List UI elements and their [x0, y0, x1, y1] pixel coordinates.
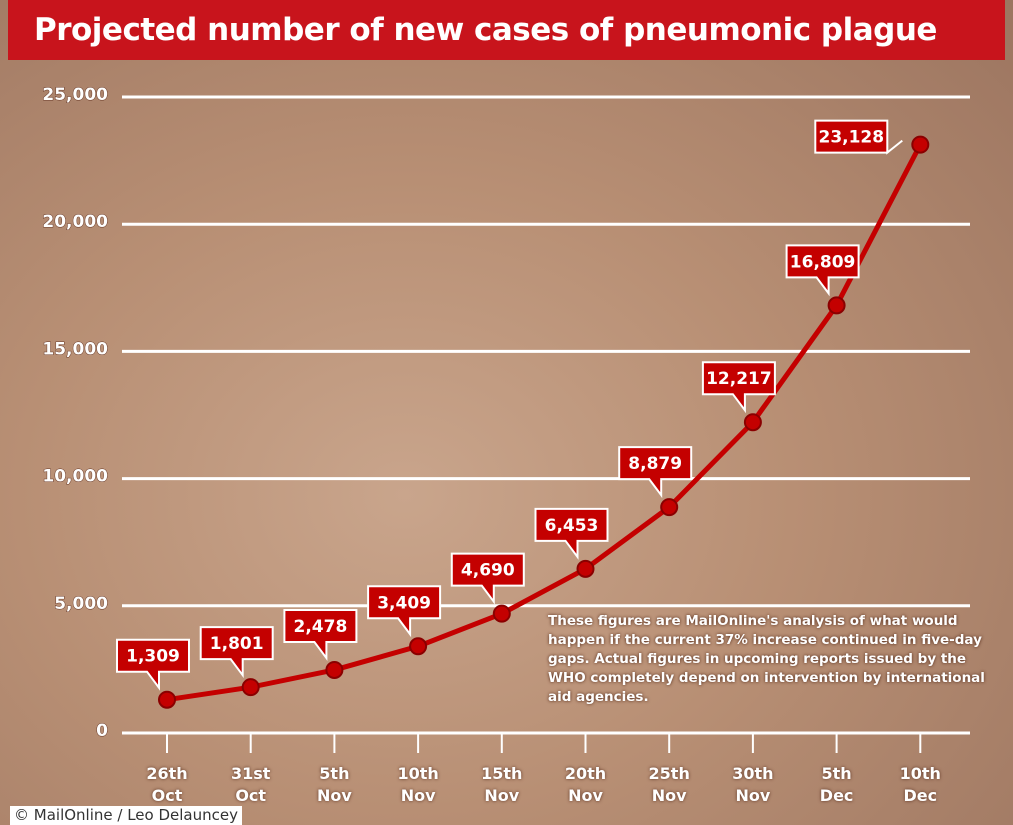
- data-label: 8,879: [628, 454, 682, 474]
- x-tick-label: 15th Nov: [472, 763, 532, 807]
- point: [326, 662, 342, 678]
- point: [829, 297, 845, 313]
- x-tick-label: 30th Nov: [723, 763, 783, 807]
- data-label: 23,128: [818, 128, 884, 148]
- point: [745, 414, 761, 430]
- y-tick-label: 0: [96, 721, 108, 741]
- y-tick-label: 15,000: [42, 339, 108, 359]
- point: [243, 679, 259, 695]
- data-label: 6,453: [545, 516, 599, 536]
- point: [159, 692, 175, 708]
- x-tick-label: 10th Dec: [890, 763, 950, 807]
- point: [494, 606, 510, 622]
- y-tick-label: 20,000: [42, 212, 108, 232]
- point: [912, 137, 928, 153]
- x-tick-label: 26th Oct: [137, 763, 197, 807]
- x-tick-label: 5th Nov: [304, 763, 364, 807]
- annotation: These figures are MailOnline's analysis …: [548, 612, 1008, 707]
- y-tick-label: 5,000: [54, 594, 108, 614]
- x-tick-label: 20th Nov: [556, 763, 616, 807]
- data-label: 4,690: [461, 561, 515, 581]
- credit: © MailOnline / Leo Delauncey: [10, 806, 242, 825]
- x-tick-label: 5th Dec: [807, 763, 867, 807]
- data-label: 16,809: [790, 252, 856, 272]
- data-label: 12,217: [706, 369, 772, 389]
- x-tick-label: 31st Oct: [221, 763, 281, 807]
- y-tick-label: 25,000: [42, 85, 108, 105]
- point: [661, 499, 677, 515]
- y-tick-label: 10,000: [42, 467, 108, 487]
- x-tick-label: 25th Nov: [639, 763, 699, 807]
- data-label: 1,309: [126, 647, 180, 667]
- data-label: 2,478: [294, 617, 348, 637]
- x-tick-label: 10th Nov: [388, 763, 448, 807]
- data-label: 3,409: [377, 593, 431, 613]
- point: [410, 638, 426, 654]
- chart: Projected number of new cases of pneumon…: [0, 0, 1013, 825]
- point: [578, 561, 594, 577]
- data-label: 1,801: [210, 634, 264, 654]
